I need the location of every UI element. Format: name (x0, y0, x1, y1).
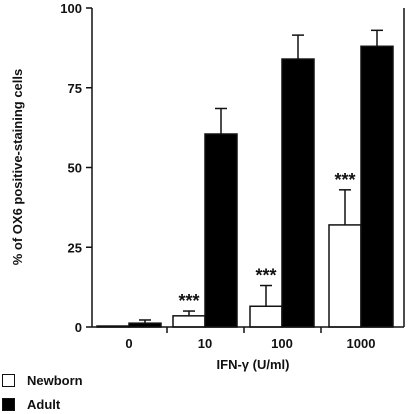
y-tick-label-75: 75 (68, 81, 82, 96)
bar-newborn-10 (172, 315, 206, 328)
bar-adult-100 (281, 58, 315, 328)
x-tick-label-10: 10 (198, 336, 212, 351)
legend-label-newborn: Newborn (27, 373, 83, 388)
significance-label-10: *** (178, 291, 199, 311)
bar-newborn-100 (249, 305, 283, 328)
significance-label-1000: *** (334, 170, 355, 190)
bar-adult-10 (204, 133, 238, 328)
significance-label-100: *** (255, 266, 276, 286)
x-axis-title: IFN-γ (U/ml) (217, 357, 290, 372)
legend-label-adult: Adult (27, 397, 61, 412)
axes-layer (86, 7, 405, 333)
adult-swatch-icon (2, 398, 15, 411)
newborn-swatch-icon (2, 374, 15, 387)
legend-item-newborn: Newborn (2, 373, 83, 388)
x-tick-label-0: 0 (125, 336, 132, 351)
bars-layer (96, 29, 394, 328)
y-axis-title: % of OX6 positive-staining cells (10, 69, 25, 266)
y-tick-label-0: 0 (75, 320, 82, 335)
legend-item-adult: Adult (2, 397, 60, 412)
x-tick-label-1000: 1000 (347, 336, 376, 351)
y-tick-label-50: 50 (68, 161, 82, 176)
y-tick-label-100: 100 (60, 1, 82, 16)
bar-adult-1000 (360, 45, 394, 328)
bar-newborn-1000 (328, 224, 362, 328)
x-tick-label-100: 100 (271, 336, 293, 351)
labels-layer: 0 *** 10 *** 100 *** 1000 0 25 50 75 100 (60, 1, 375, 351)
y-tick-label-25: 25 (68, 240, 82, 255)
